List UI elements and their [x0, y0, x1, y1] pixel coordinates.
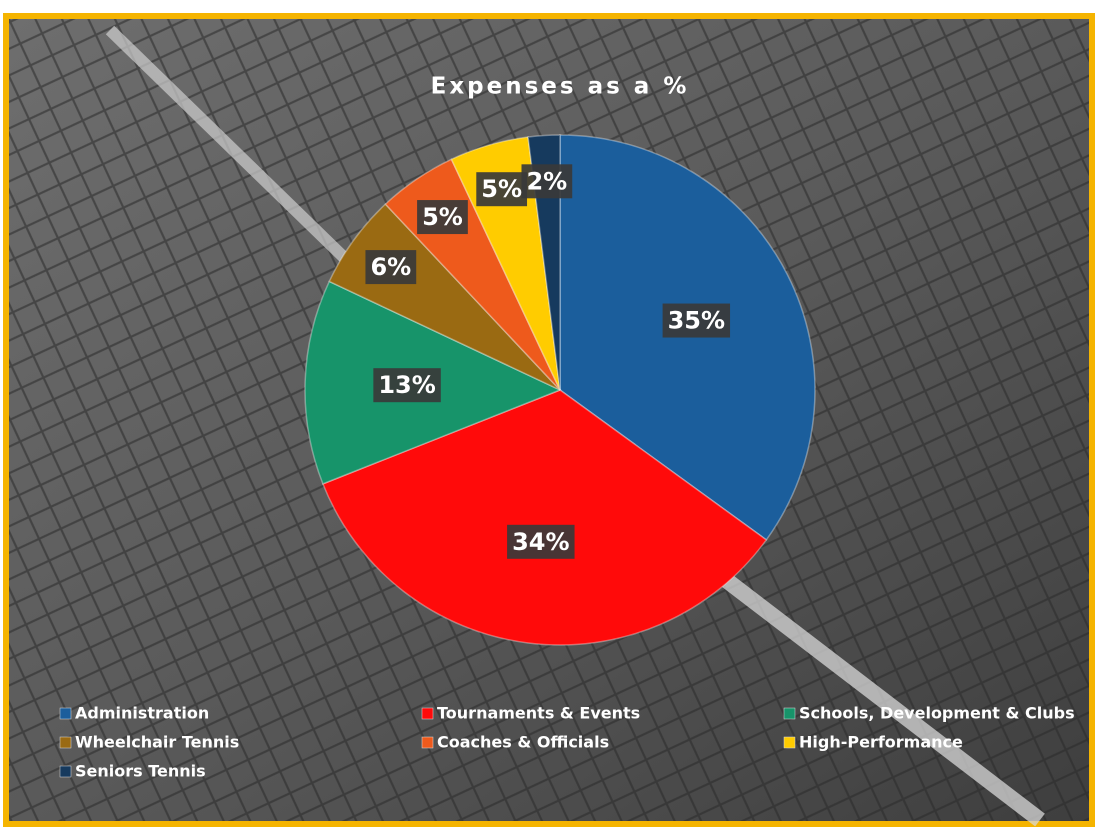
data-label-box — [476, 172, 528, 207]
legend-label: Coaches & Officials — [437, 733, 609, 752]
data-label: 35% — [668, 307, 725, 335]
chart-title: Expenses as a % — [431, 74, 690, 100]
data-label-box — [662, 303, 731, 338]
legend-label: Wheelchair Tennis — [75, 733, 239, 752]
data-label-box — [365, 250, 417, 285]
pie: 35%34%13%6%5%5% 2% — [304, 134, 816, 646]
court-line — [695, 553, 1045, 827]
legend-swatch — [783, 707, 796, 720]
pie-slice — [321, 389, 768, 646]
data-label-box — [507, 524, 575, 559]
legend-swatch — [59, 707, 72, 720]
legend-swatch — [421, 707, 434, 720]
data-label-box — [417, 200, 468, 235]
data-label: 13% — [378, 371, 435, 399]
data-label: 2% — [526, 167, 567, 195]
legend-label: Tournaments & Events — [437, 704, 640, 723]
data-label-box — [521, 164, 573, 199]
legend-label: Administration — [75, 704, 209, 723]
data-label-box — [373, 368, 441, 403]
pie-slice — [527, 134, 561, 391]
data-label: 6% — [370, 253, 411, 281]
legend-swatch — [783, 736, 796, 749]
legend-swatch — [59, 765, 72, 778]
legend-label: High-Performance — [799, 733, 963, 752]
legend-label: Seniors Tennis — [75, 762, 206, 781]
data-label: 5% — [422, 203, 463, 231]
data-label: 34% — [512, 528, 569, 556]
legend-swatch — [421, 736, 434, 749]
data-label: 5% — [481, 175, 522, 203]
legend-label: Schools, Development & Clubs — [799, 704, 1075, 723]
legend-swatch — [59, 736, 72, 749]
legend: Administration Tournaments & Events School… — [59, 704, 1075, 781]
